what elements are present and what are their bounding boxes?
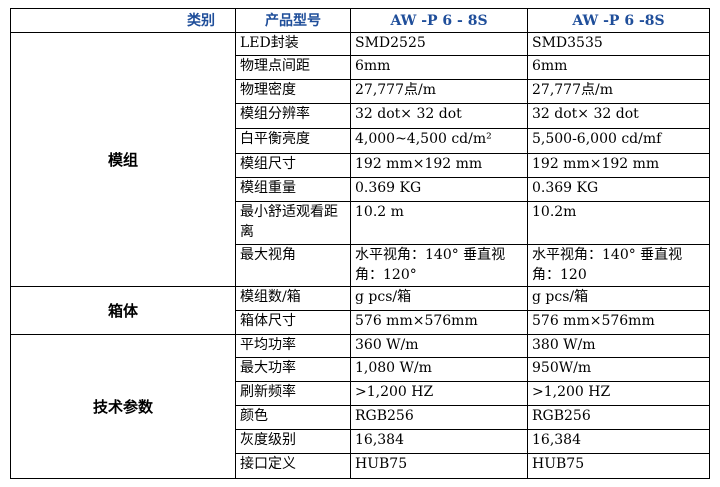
- spec-value-b: 380 W/m: [527, 334, 710, 358]
- spec-label: 颜色: [235, 405, 351, 430]
- spec-value-a: RGB256: [350, 405, 528, 430]
- spec-label: 灰度级别: [235, 429, 351, 454]
- table-row: 模组分辨率 32 dot× 32 dot 32 dot× 32 dot: [11, 103, 710, 129]
- spec-value-a: 1,080 W/m: [350, 357, 528, 382]
- spec-value-b: 16,384: [527, 429, 710, 454]
- table-row: 颜色 RGB256 RGB256: [11, 405, 710, 430]
- spec-value-a: 10.2 m: [350, 201, 528, 245]
- spec-label: 接口定义: [235, 453, 351, 479]
- group-label: 箱体: [10, 286, 236, 335]
- spec-value-a: 576 mm×576mm: [350, 310, 528, 335]
- table-row: 接口定义 HUB75 HUB75: [11, 453, 710, 479]
- spec-label: LED封装: [235, 32, 351, 56]
- spec-value-a: 32 dot× 32 dot: [350, 103, 528, 129]
- spec-label: 物理密度: [235, 79, 351, 104]
- header-model-b: AW -P 6 -8S: [527, 8, 710, 33]
- table-row: 最小舒适观看距离 10.2 m 10.2m: [11, 201, 710, 245]
- spec-value-a: 6mm: [350, 55, 528, 80]
- table-row: 箱体尺寸 576 mm×576mm 576 mm×576mm: [11, 310, 710, 335]
- spec-label: 最大视角: [235, 244, 351, 287]
- table-row: 箱体 模组数/箱 g pcs/箱 g pcs/箱: [10, 286, 710, 335]
- spec-table: 类别 产品型号 AW -P 6 - 8S AW -P 6 -8S 模组 LED封装…: [10, 8, 710, 479]
- spec-value-b: 5,500-6,000 cd/mf: [527, 128, 710, 154]
- group-label: 技术参数: [10, 334, 236, 479]
- table-row: 刷新频率 >1,200 HZ >1,200 HZ: [11, 381, 710, 406]
- spec-label: 平均功率: [235, 334, 351, 358]
- table-row: 灰度级别 16,384 16,384: [11, 429, 710, 454]
- spec-label: 模组数/箱: [235, 286, 351, 311]
- spec-value-a: g pcs/箱: [350, 286, 528, 311]
- spec-value-b: 10.2m: [527, 201, 710, 245]
- table-row: 技术参数 平均功率 360 W/m 380 W/m: [10, 334, 710, 479]
- spec-value-a: 16,384: [350, 429, 528, 454]
- spec-value-a: 27,777点/m: [350, 79, 528, 104]
- header-model-label: 产品型号: [235, 8, 351, 33]
- spec-value-b: >1,200 HZ: [527, 381, 710, 406]
- spec-value-b: HUB75: [527, 453, 710, 479]
- spec-value-a: 192 mm×192 mm: [350, 153, 528, 178]
- table-row: 模组重量 0.369 KG 0.369 KG: [11, 177, 710, 202]
- spec-label: 刷新频率: [235, 381, 351, 406]
- spec-value-b: 950W/m: [527, 357, 710, 382]
- spec-value-b: 0.369 KG: [527, 177, 710, 202]
- spec-value-b: 6mm: [527, 55, 710, 80]
- table-row: 模组尺寸 192 mm×192 mm 192 mm×192 mm: [11, 153, 710, 178]
- spec-value-b: 32 dot× 32 dot: [527, 103, 710, 129]
- table-row: 物理点间距 6mm 6mm: [11, 55, 710, 80]
- spec-label: 最大功率: [235, 357, 351, 382]
- table-row: 最大功率 1,080 W/m 950W/m: [11, 357, 710, 382]
- spec-value-b: RGB256: [527, 405, 710, 430]
- header-model-a: AW -P 6 - 8S: [350, 8, 528, 33]
- spec-label: 箱体尺寸: [235, 310, 351, 335]
- spec-value-a: 360 W/m: [350, 334, 528, 358]
- spec-label: 模组尺寸: [235, 153, 351, 178]
- header-row: 类别 产品型号 AW -P 6 - 8S AW -P 6 -8S: [10, 8, 710, 33]
- spec-label: 白平衡亮度: [235, 128, 351, 154]
- spec-value-b: 水平视角：140° 垂直视角：120: [527, 244, 710, 287]
- spec-label: 模组重量: [235, 177, 351, 202]
- spec-value-a: 水平视角：140° 垂直视角：120°: [350, 244, 528, 287]
- spec-value-b: 576 mm×576mm: [527, 310, 710, 335]
- table-row: 白平衡亮度 4,000~4,500 cd/m² 5,500-6,000 cd/mf: [11, 128, 710, 154]
- spec-value-a: HUB75: [350, 453, 528, 479]
- spec-value-a: 0.369 KG: [350, 177, 528, 202]
- spec-value-a: SMD2525: [350, 32, 528, 56]
- spec-label: 物理点间距: [235, 55, 351, 80]
- spec-value-b: g pcs/箱: [527, 286, 710, 311]
- spec-value-a: 4,000~4,500 cd/m²: [350, 128, 528, 154]
- spec-value-b: 192 mm×192 mm: [527, 153, 710, 178]
- header-category: 类别: [10, 8, 236, 33]
- spec-label: 最小舒适观看距离: [235, 201, 351, 245]
- spec-value-b: SMD3535: [527, 32, 710, 56]
- table-row: 模组 LED封装 SMD2525 SMD3535: [10, 32, 710, 287]
- spec-label: 模组分辨率: [235, 103, 351, 129]
- spec-value-a: >1,200 HZ: [350, 381, 528, 406]
- group-label: 模组: [10, 32, 236, 287]
- spec-value-b: 27,777点/m: [527, 79, 710, 104]
- table-row: 物理密度 27,777点/m 27,777点/m: [11, 79, 710, 104]
